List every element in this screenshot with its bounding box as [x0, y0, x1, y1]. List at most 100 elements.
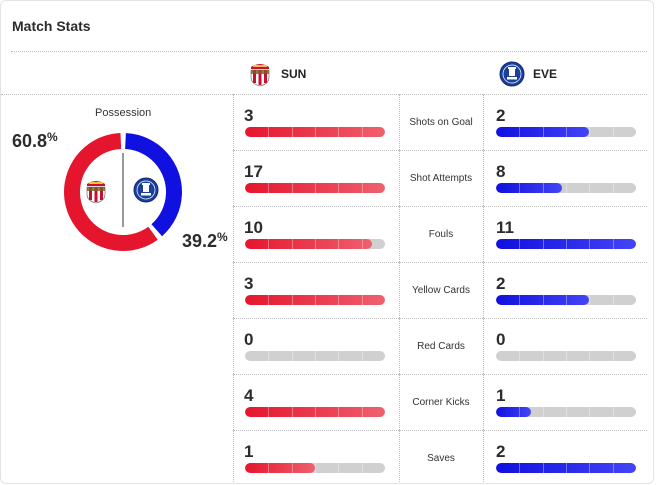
home-stat-value: 3 — [244, 274, 254, 293]
column-divider-left — [233, 94, 234, 483]
bar-tick — [543, 295, 544, 305]
home-possession: 60.8% — [12, 130, 58, 152]
bar-tick — [268, 463, 269, 473]
bar-tick — [589, 239, 590, 249]
away-stat-value: 1 — [496, 386, 506, 405]
bar-tick — [613, 407, 614, 417]
away-stat-bar — [496, 407, 636, 417]
bar-tick — [338, 295, 339, 305]
home-stat-bar — [245, 127, 385, 137]
bar-tick — [362, 295, 363, 305]
bar-tick — [338, 183, 339, 193]
stat-row-divider — [233, 374, 647, 375]
stat-label: Shots on Goal — [409, 117, 473, 128]
away-stat-bar-fill — [496, 295, 589, 305]
bar-tick — [566, 407, 567, 417]
away-stat-bar — [496, 463, 636, 473]
stat-row-divider — [233, 262, 647, 263]
bar-tick — [566, 239, 567, 249]
stat-label-divider-right — [483, 262, 484, 318]
bar-tick — [613, 183, 614, 193]
bar-tick — [519, 127, 520, 137]
away-stat-bar — [496, 183, 636, 193]
bar-tick — [613, 127, 614, 137]
bar-tick — [315, 351, 316, 361]
bar-tick — [362, 239, 363, 249]
bar-tick — [589, 463, 590, 473]
bar-tick — [613, 351, 614, 361]
away-possession: 39.2% — [182, 230, 228, 252]
home-possession-value: 60.8 — [12, 131, 48, 151]
card-title: Match Stats — [12, 18, 91, 34]
bar-tick — [292, 463, 293, 473]
bar-tick — [519, 407, 520, 417]
stat-label-divider-right — [483, 430, 484, 483]
away-stat-value: 0 — [496, 330, 506, 349]
bar-tick — [338, 127, 339, 137]
bar-tick — [292, 351, 293, 361]
stat-row-divider — [233, 430, 647, 431]
home-stat-value: 4 — [244, 386, 254, 405]
bar-tick — [292, 183, 293, 193]
sunderland-crest-icon — [250, 64, 270, 87]
home-stat-bar — [245, 463, 385, 473]
bar-tick — [315, 407, 316, 417]
bar-tick — [613, 239, 614, 249]
stat-row-divider — [233, 206, 647, 207]
stat-label: Corner Kicks — [412, 397, 470, 408]
away-stat-bar — [496, 295, 636, 305]
away-stat-bar-fill — [496, 183, 562, 193]
bar-tick — [362, 407, 363, 417]
away-stat-value: 11 — [496, 218, 514, 237]
stat-label-divider-left — [399, 206, 400, 262]
bar-tick — [268, 239, 269, 249]
home-team-header: SUN — [247, 61, 306, 87]
away-stat-bar — [496, 351, 636, 361]
home-team-abbr: SUN — [281, 67, 307, 81]
home-stat-bar — [245, 295, 385, 305]
away-team-abbr: EVE — [533, 67, 558, 81]
bar-tick — [338, 351, 339, 361]
stat-label-divider-right — [483, 94, 484, 150]
home-stat-bar-fill — [245, 183, 385, 193]
bar-tick — [362, 127, 363, 137]
bar-tick — [589, 127, 590, 137]
stat-row-divider — [233, 318, 647, 319]
bar-tick — [613, 463, 614, 473]
away-stat-value: 2 — [496, 106, 506, 125]
bar-tick — [566, 295, 567, 305]
team-row-divider — [1, 94, 647, 95]
stat-label-divider-right — [483, 318, 484, 374]
bar-tick — [543, 239, 544, 249]
home-stat-bar-fill — [245, 463, 315, 473]
bar-tick — [292, 295, 293, 305]
bar-tick — [519, 295, 520, 305]
bar-tick — [543, 407, 544, 417]
bar-tick — [589, 183, 590, 193]
bar-tick — [338, 239, 339, 249]
stat-label-divider-right — [483, 150, 484, 206]
bar-tick — [268, 127, 269, 137]
home-possession-arc — [64, 133, 182, 251]
bar-tick — [543, 127, 544, 137]
stat-label-divider-right — [483, 206, 484, 262]
bar-tick — [543, 463, 544, 473]
stat-label: Saves — [427, 453, 455, 464]
stat-label-divider-left — [399, 318, 400, 374]
bar-tick — [589, 351, 590, 361]
bar-tick — [268, 295, 269, 305]
bar-tick — [315, 463, 316, 473]
possession-donut-chart — [64, 133, 182, 251]
away-stat-bar-fill — [496, 463, 636, 473]
home-stat-bar-fill — [245, 295, 385, 305]
bar-tick — [292, 127, 293, 137]
bar-tick — [315, 239, 316, 249]
home-stat-value: 10 — [244, 218, 263, 237]
bar-tick — [519, 463, 520, 473]
bar-tick — [566, 463, 567, 473]
bar-tick — [519, 239, 520, 249]
bar-tick — [315, 127, 316, 137]
home-stat-bar-fill — [245, 127, 385, 137]
bar-tick — [362, 351, 363, 361]
